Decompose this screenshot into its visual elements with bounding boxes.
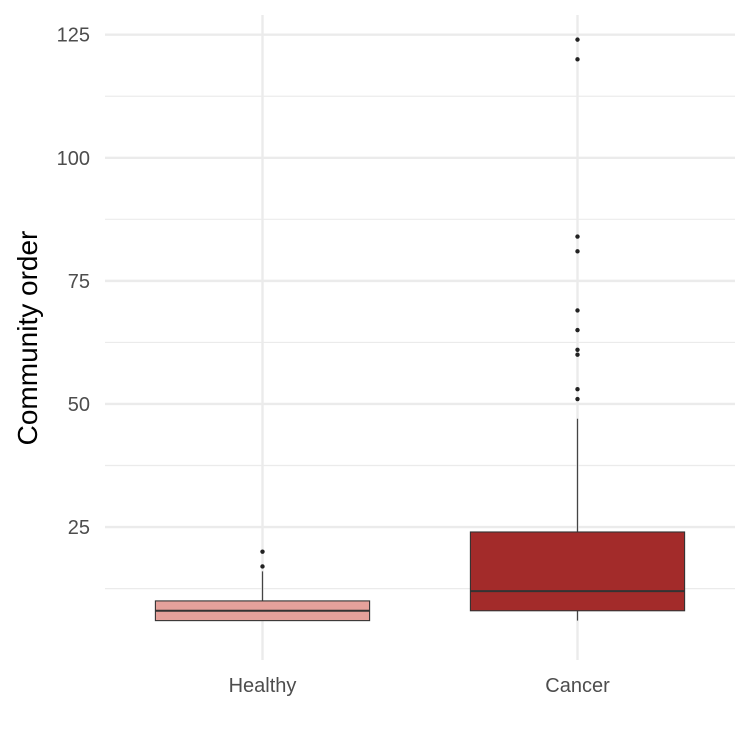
y-tick-label: 50 (68, 394, 90, 416)
outlier-point (575, 396, 580, 402)
y-tick-label: 25 (68, 517, 90, 539)
outlier-point (575, 327, 580, 333)
y-tick-labels: 25 50 75 100 125 (57, 25, 90, 539)
outlier-point (575, 249, 580, 254)
y-axis-title: Community order (12, 231, 43, 446)
outlier-point (260, 549, 265, 554)
outlier-point (260, 564, 265, 569)
outlier-point (575, 347, 580, 353)
outlier-point (575, 352, 580, 357)
x-tick-label: Cancer (545, 675, 610, 697)
x-tick-label: Healthy (229, 675, 297, 697)
outlier-point (575, 37, 580, 42)
box-healthy (154, 549, 371, 622)
outlier-point (575, 57, 580, 62)
x-tick-labels: Healthy Cancer (229, 675, 610, 697)
outlier-point (575, 386, 580, 392)
y-tick-label: 125 (57, 25, 90, 47)
outlier-point (575, 308, 580, 313)
box-plots (154, 37, 686, 622)
grid-lines (105, 15, 735, 660)
box-cancer (469, 37, 686, 621)
outlier-point (575, 234, 580, 239)
y-tick-label: 100 (57, 148, 90, 170)
y-tick-label: 75 (68, 271, 90, 293)
box-rect (469, 531, 686, 612)
